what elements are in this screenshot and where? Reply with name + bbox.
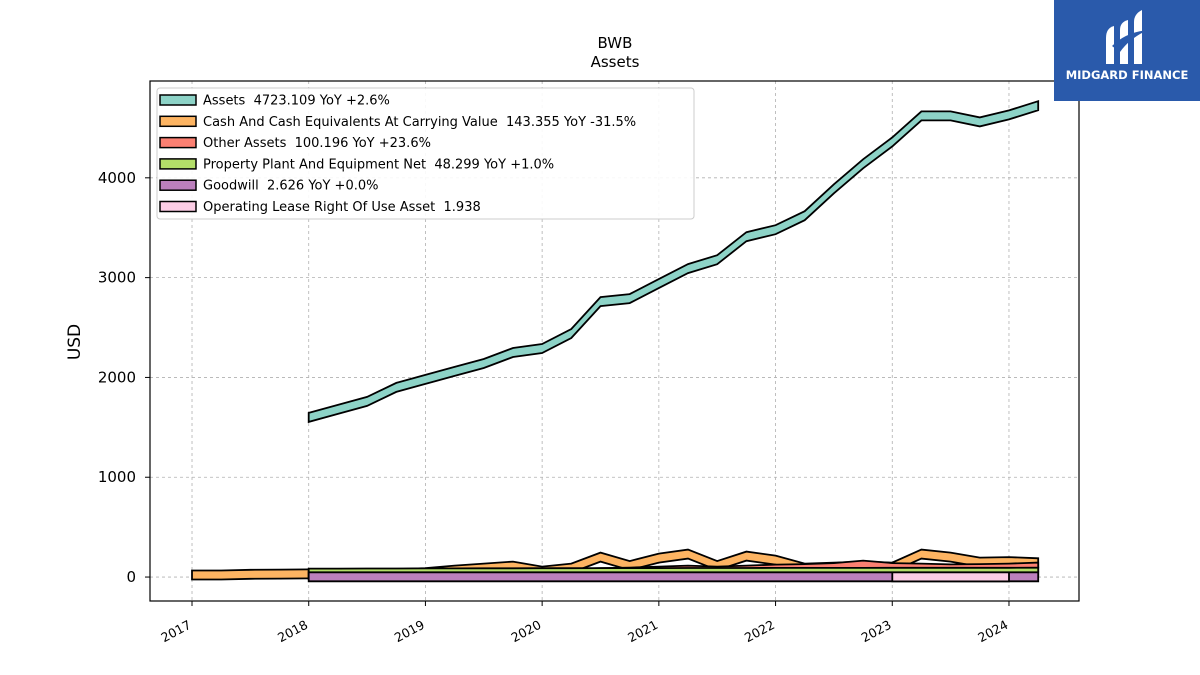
legend-label: Operating Lease Right Of Use Asset 1.938 [203,200,481,215]
y-tick-label: 4000 [98,169,136,187]
y-tick-label: 0 [126,568,136,586]
x-tick-label: 2024 [975,617,1010,645]
chart-title: BWB [598,34,633,52]
legend-swatch [159,94,197,106]
chart-subtitle: Assets [591,53,640,71]
legend-box [156,87,695,220]
plot-frame [149,80,1080,602]
series-band-assets [307,99,1040,424]
legend-label: Other Assets 100.196 YoY +23.6% [203,136,431,151]
x-tick-label: 2019 [392,617,427,645]
legend-swatch [159,136,197,149]
x-tick-label: 2021 [625,617,660,645]
midgard-logo-icon [1106,10,1148,64]
x-tick-label: 2018 [275,617,310,645]
legend-label: Assets 4723.109 YoY +2.6% [203,94,390,109]
y-axis-label: USD [65,324,85,360]
series-band-operating-lease-right-of-use-asset [891,571,1010,583]
midgard-finance-logo: MIDGARD FINANCE [1054,0,1200,101]
series-band-goodwill [307,571,1040,583]
legend-swatch [159,158,197,170]
y-tick-label: 3000 [98,269,136,287]
legend-swatch [159,115,197,128]
legend-swatch [159,200,197,213]
plot-area [191,99,1040,583]
x-tick-label: 2023 [859,617,894,645]
legend-label: Goodwill 2.626 YoY +0.0% [203,179,378,194]
x-tick-label: 2022 [742,617,777,645]
x-tick-label: 2017 [158,617,193,645]
legend: Assets 4723.109 YoY +2.6% Cash And Cash E… [156,87,695,220]
x-tick-label: 2020 [508,617,543,645]
y-tick-label: 2000 [98,368,136,386]
watermark-text: MIDGARD FINANCE [1065,68,1189,82]
legend-label: Cash And Cash Equivalents At Carrying Va… [203,115,636,130]
legend-swatch [159,179,197,191]
legend-label: Property Plant And Equipment Net 48.299 … [203,157,554,172]
y-tick-label: 1000 [98,468,136,486]
